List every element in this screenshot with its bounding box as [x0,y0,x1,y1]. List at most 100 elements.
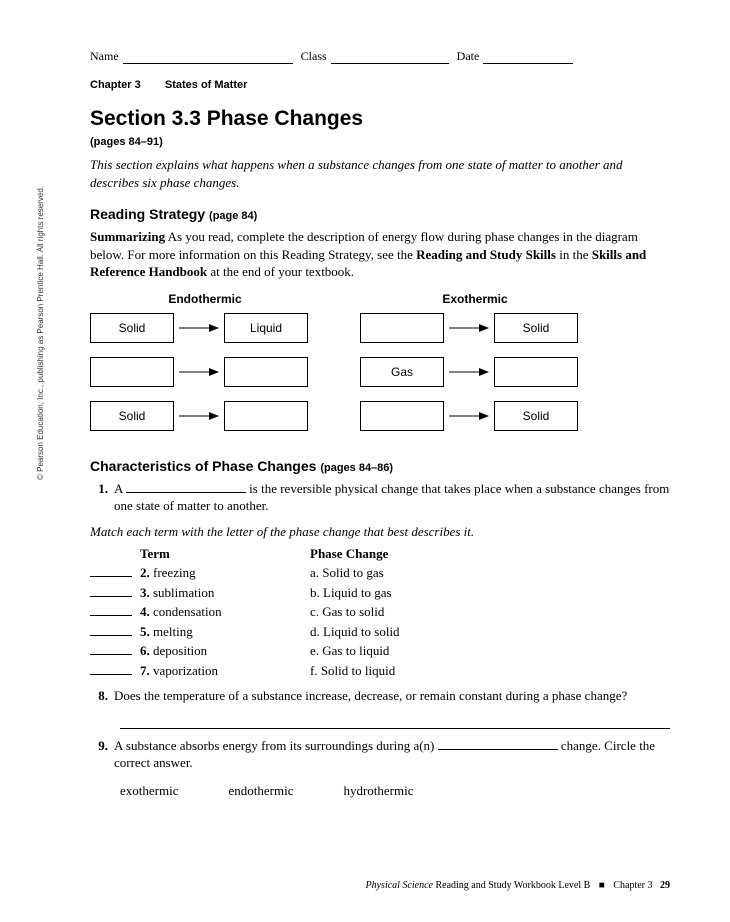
q1-body: A is the reversible physical change that… [114,480,670,515]
phase-diagram: Endothermic Solid Liquid Solid Exothermic … [90,291,670,443]
exo-box-right: Solid [494,401,578,431]
exo-row: Solid [360,311,590,345]
header-fields: Name Class Date [90,48,670,64]
exo-box-right: Solid [494,313,578,343]
match-term: 7. vaporization [140,662,310,680]
name-field: Name [90,48,293,64]
q8-answer-line[interactable] [120,715,670,729]
match-row: 3. sublimationb. Liquid to gas [90,584,670,602]
exo-box-left: Gas [360,357,444,387]
name-label: Name [90,48,119,64]
match-def: e. Gas to liquid [310,642,389,660]
match-col2: Phase Change [310,545,388,563]
match-term: 2. freezing [140,564,310,582]
chapter-line: Chapter 3 States of Matter [90,78,670,93]
match-answer-blank[interactable] [90,664,132,675]
date-label: Date [457,48,480,64]
endo-box-right[interactable] [224,357,308,387]
date-blank[interactable] [483,50,573,64]
class-label: Class [301,48,327,64]
match-def: d. Liquid to solid [310,623,400,641]
match-term: 5. melting [140,623,310,641]
match-answer-blank[interactable] [90,566,132,577]
q9-pre: A substance absorbs energy from its surr… [114,738,438,753]
q9-choices: exothermic endothermic hydrothermic [120,782,670,800]
match-term: 6. deposition [140,642,310,660]
char-heading-text: Characteristics of Phase Changes [90,458,316,474]
footer-bullet: ■ [599,880,605,891]
question-9: 9. A substance absorbs energy from its s… [90,737,670,772]
endo-column: Endothermic Solid Liquid Solid [90,291,320,443]
reading-strategy-heading: Reading Strategy (page 84) [90,205,670,224]
rs-heading-text: Reading Strategy [90,206,205,222]
q1-blank[interactable] [126,481,246,493]
match-row: 2. freezinga. Solid to gas [90,564,670,582]
match-def: a. Solid to gas [310,564,384,582]
match-row: 4. condensationc. Gas to solid [90,603,670,621]
match-instructions: Match each term with the letter of the p… [90,523,670,541]
exo-box-left[interactable] [360,313,444,343]
match-row: 7. vaporizationf. Solid to liquid [90,662,670,680]
match-def: b. Liquid to gas [310,584,392,602]
q9-blank[interactable] [438,738,558,750]
endo-box-left: Solid [90,401,174,431]
class-blank[interactable] [331,50,449,64]
question-list: 1. A is the reversible physical change t… [90,480,670,800]
exo-box-right[interactable] [494,357,578,387]
endo-box-right: Liquid [224,313,308,343]
date-field: Date [457,48,574,64]
arrow-icon [174,411,224,421]
q9-choice[interactable]: endothermic [228,782,293,800]
exo-title: Exothermic [360,291,590,307]
match-rows: 2. freezinga. Solid to gas3. sublimation… [90,564,670,679]
endo-title: Endothermic [90,291,320,307]
chapter-title: States of Matter [165,79,248,91]
q9-body: A substance absorbs energy from its surr… [114,737,670,772]
match-term: 3. sublimation [140,584,310,602]
footer-phys: Physical Science [366,880,433,891]
reading-strategy-para: Summarizing As you read, complete the de… [90,228,670,281]
endo-box-left: Solid [90,313,174,343]
endo-row: Solid [90,399,320,433]
endo-row: Solid Liquid [90,311,320,345]
name-blank[interactable] [123,50,293,64]
rs-heading-pg: (page 84) [209,210,257,222]
q1-num: 1. [90,480,114,515]
footer-rest: Reading and Study Workbook Level B [433,880,590,891]
arrow-icon [174,323,224,333]
question-1: 1. A is the reversible physical change t… [90,480,670,515]
match-row: 5. meltingd. Liquid to solid [90,623,670,641]
exo-box-left[interactable] [360,401,444,431]
q9-choice[interactable]: hydrothermic [343,782,413,800]
q8-text: Does the temperature of a substance incr… [114,687,670,705]
exo-rows: Solid Gas Solid [360,311,590,433]
endo-box-left[interactable] [90,357,174,387]
arrow-icon [444,367,494,377]
match-answer-blank[interactable] [90,625,132,636]
rs-bold1: Reading and Study Skills [416,247,556,262]
rs-mid: in the [556,247,592,262]
match-term: 4. condensation [140,603,310,621]
match-answer-blank[interactable] [90,644,132,655]
question-8: 8. Does the temperature of a substance i… [90,687,670,705]
exo-row: Gas [360,355,590,389]
char-heading-pg: (pages 84–86) [320,462,393,474]
endo-box-right[interactable] [224,401,308,431]
rs-tail: at the end of your textbook. [207,264,354,279]
section-intro: This section explains what happens when … [90,156,670,191]
page-footer: Physical Science Reading and Study Workb… [366,879,671,893]
footer-page: 29 [660,880,670,891]
exo-column: Exothermic Solid Gas Solid [360,291,590,443]
match-answer-blank[interactable] [90,586,132,597]
copyright-text: © Pearson Education, Inc., publishing as… [36,186,47,480]
match-answer-blank[interactable] [90,605,132,616]
endo-rows: Solid Liquid Solid [90,311,320,433]
footer-chap: Chapter 3 [613,880,652,891]
match-row: 6. depositione. Gas to liquid [90,642,670,660]
q9-num: 9. [90,737,114,772]
q9-choice[interactable]: exothermic [120,782,178,800]
characteristics-heading: Characteristics of Phase Changes (pages … [90,457,670,476]
match-header: Term Phase Change [140,545,670,563]
endo-row [90,355,320,389]
section-title: Section 3.3 Phase Changes [90,105,670,133]
